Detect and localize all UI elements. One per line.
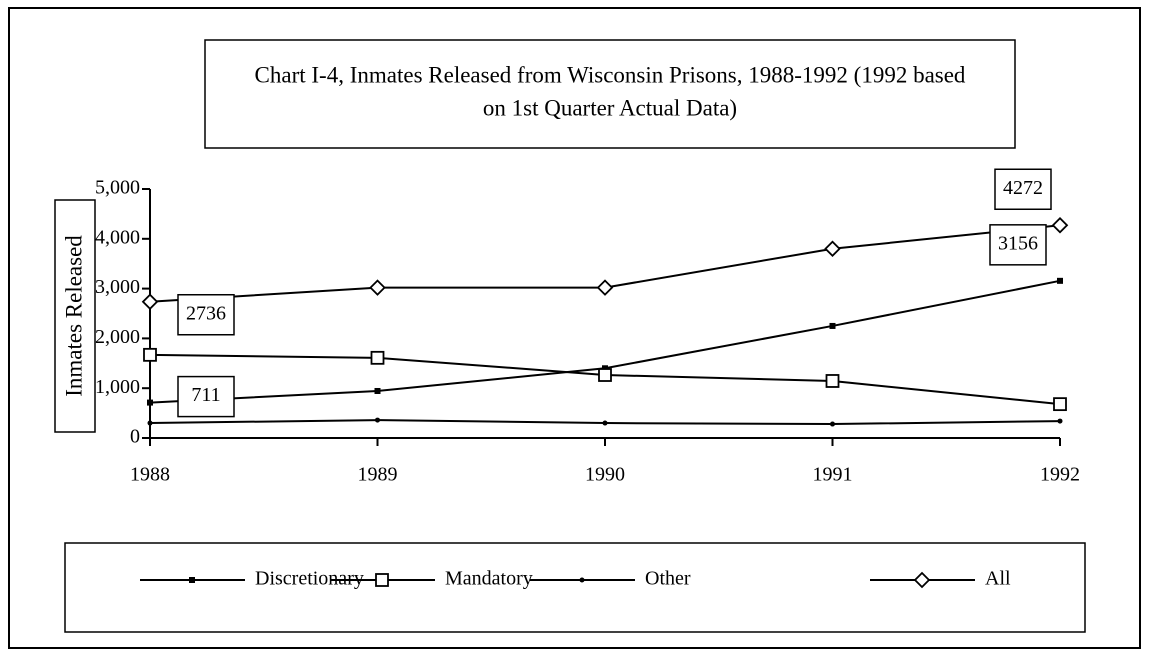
y-tick-label: 4,000 [95,226,140,248]
y-tick-label: 2,000 [95,326,140,348]
y-tick-label: 5,000 [95,177,140,199]
legend-box [64,542,1086,633]
legend-label: Discretionary [255,568,364,590]
marker [602,420,608,426]
marker [1057,418,1063,424]
legend-label: Mandatory [445,568,533,590]
marker [147,420,153,426]
data-label: 4272 [1003,177,1043,199]
data-label: 711 [191,384,220,406]
chart-title: on 1st Quarter Actual Data) [483,95,737,120]
legend-label: All [985,568,1011,590]
y-axis-label: Inmates Released [61,235,86,397]
y-tick-label: 3,000 [95,276,140,298]
marker [598,368,612,382]
marker [143,347,157,362]
marker [1053,397,1067,412]
data-label: 3156 [998,232,1038,254]
x-tick-label: 1989 [358,464,398,486]
marker [369,279,386,296]
frame [8,7,1141,649]
marker [189,577,195,583]
marker [370,350,385,365]
marker [1051,216,1069,234]
x-tick-label: 1990 [585,464,625,486]
marker [147,399,153,406]
y-label-box [54,199,96,433]
series-line [149,279,1061,404]
y-tick-label: 0 [130,426,140,448]
y-tick-label: 1,000 [95,376,140,398]
marker [829,322,836,329]
data-label-box [989,224,1047,266]
marker [375,417,380,423]
marker [913,571,931,589]
title-box [204,39,1016,149]
marker [375,573,389,587]
marker [824,240,841,258]
data-label-box [177,375,235,418]
x-tick-label: 1988 [130,464,170,486]
data-label: 2736 [186,302,226,324]
marker [830,421,835,427]
marker [596,279,614,296]
data-label-box [994,168,1052,211]
legend-label: Other [645,568,691,590]
chart-title: Chart I-4, Inmates Released from Wiscons… [255,62,966,87]
marker [579,577,585,583]
x-tick-label: 1992 [1040,464,1080,486]
data-label-box [177,293,235,336]
x-tick-label: 1991 [813,464,853,486]
marker [141,293,159,311]
marker [825,374,840,388]
marker [374,387,381,394]
marker [1057,277,1063,284]
